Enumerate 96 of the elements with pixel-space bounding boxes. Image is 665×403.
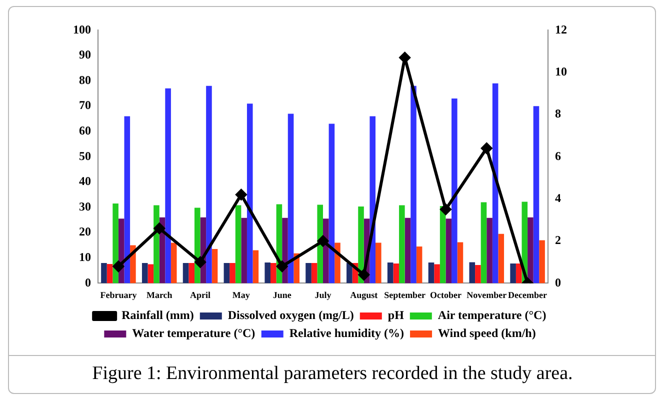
bar: [170, 242, 177, 284]
bar: [188, 262, 194, 284]
bar: [434, 264, 440, 284]
bar: [235, 205, 242, 284]
bar: [528, 217, 534, 284]
bar: [387, 262, 394, 284]
bar: [376, 242, 382, 284]
x-tick-label: February: [100, 290, 138, 300]
y2-tick-label: 6: [555, 148, 561, 163]
bar: [101, 262, 107, 284]
y2-tick-label: 8: [555, 106, 561, 121]
x-tick-label: June: [272, 290, 292, 300]
point: [236, 189, 247, 200]
caption: Figure 1: Environmental parameters recorded in the study area.: [91, 363, 574, 385]
bar: [457, 242, 464, 284]
legend-label: Dissolved oxygen (mg/L): [228, 308, 354, 322]
point: [440, 204, 452, 215]
bar: [446, 218, 452, 284]
y-tick-label: 90: [79, 48, 91, 62]
legend-label: Water temperature (°C): [132, 326, 256, 340]
bar: [212, 249, 218, 284]
bar: [230, 262, 236, 284]
bar: [492, 83, 498, 284]
bar: [516, 263, 522, 284]
bar: [246, 104, 253, 284]
bar: [288, 114, 294, 284]
bar: [510, 263, 516, 284]
bar: [486, 218, 492, 284]
y-tick-label: 30: [79, 199, 91, 214]
x-tick-label: September: [384, 290, 426, 300]
bar: [328, 124, 335, 284]
x-tick-label: March: [146, 290, 172, 300]
point: [481, 142, 492, 154]
bar: [399, 205, 405, 284]
bar: [241, 218, 247, 284]
x-tick-label: July: [314, 290, 332, 300]
legend-label: Air temperature (°C): [438, 308, 546, 322]
x-tick-label: December: [508, 290, 548, 300]
bar: [306, 262, 312, 284]
bar: [148, 264, 154, 284]
point: [154, 222, 165, 234]
point: [112, 260, 124, 272]
y2-tick-label: 2: [555, 233, 561, 248]
bar: [475, 264, 481, 284]
bar: [206, 86, 212, 284]
bar: [498, 234, 504, 284]
y-tick-label: 40: [79, 174, 91, 188]
bar: [404, 218, 411, 284]
legend-label: Relative humidity (%): [289, 326, 404, 340]
x-tick-label: October: [430, 290, 462, 300]
x-tick-label: November: [466, 290, 507, 300]
y2-tick-label: 0: [555, 275, 561, 290]
bar: [533, 106, 540, 284]
bar: [416, 246, 422, 284]
y-tick-label: 70: [79, 98, 91, 112]
y-tick-label: 20: [79, 224, 91, 239]
y2-tick-label: 4: [555, 190, 561, 205]
bar: [224, 262, 230, 284]
bar: [165, 88, 171, 284]
point: [194, 256, 206, 268]
bar: [334, 242, 340, 284]
bar: [112, 204, 118, 284]
bar: [428, 262, 434, 284]
y-tick-label: 60: [79, 123, 91, 138]
bar: [270, 262, 276, 284]
point: [358, 269, 370, 280]
y2-tick-label: 10: [555, 64, 567, 78]
bar: [410, 86, 416, 284]
y2-tick-label: 12: [555, 22, 567, 36]
bar: [252, 250, 259, 284]
bar: [370, 116, 376, 284]
y-tick-label: 50: [79, 148, 91, 163]
y-tick-label: 0: [85, 275, 91, 290]
bar: [469, 262, 476, 284]
point: [318, 236, 328, 247]
bar: [346, 262, 352, 284]
bar: [182, 262, 189, 284]
bar: [264, 262, 270, 284]
x-tick-label: August: [350, 290, 378, 300]
point: [276, 260, 288, 272]
legend-label: Wind speed (km/h): [438, 326, 536, 340]
x-tick-label: April: [190, 290, 212, 300]
bar: [452, 98, 458, 284]
bar: [124, 116, 130, 284]
bar: [106, 264, 113, 284]
y-tick-label: 100: [73, 22, 91, 36]
y-tick-label: 80: [79, 72, 91, 87]
bar: [393, 263, 400, 284]
x-tick-label: May: [232, 290, 250, 300]
legend-label: pH: [388, 308, 405, 322]
bar: [142, 262, 148, 284]
bar: [311, 262, 318, 284]
legend-label: Rainfall (mm): [122, 308, 194, 322]
y-tick-label: 10: [79, 250, 91, 264]
bar: [539, 240, 545, 284]
bar: [480, 202, 487, 284]
